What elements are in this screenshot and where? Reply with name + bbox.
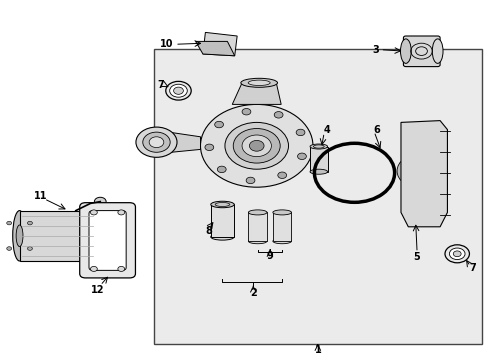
Ellipse shape bbox=[13, 211, 26, 261]
Text: 12: 12 bbox=[91, 285, 104, 295]
Circle shape bbox=[118, 210, 124, 215]
Text: 3: 3 bbox=[371, 45, 378, 55]
Bar bbox=[154, 49, 481, 344]
Circle shape bbox=[142, 132, 170, 152]
Circle shape bbox=[200, 104, 312, 187]
Text: 9: 9 bbox=[266, 251, 273, 261]
Ellipse shape bbox=[400, 39, 410, 63]
Circle shape bbox=[149, 137, 163, 148]
Polygon shape bbox=[154, 131, 200, 153]
Circle shape bbox=[233, 129, 280, 163]
Circle shape bbox=[90, 210, 97, 215]
Polygon shape bbox=[195, 41, 234, 56]
Circle shape bbox=[224, 122, 288, 169]
FancyBboxPatch shape bbox=[403, 36, 439, 67]
Ellipse shape bbox=[210, 201, 234, 208]
Text: 7: 7 bbox=[157, 80, 164, 90]
Text: 11: 11 bbox=[34, 191, 47, 201]
Circle shape bbox=[169, 84, 187, 97]
Ellipse shape bbox=[210, 234, 234, 240]
Circle shape bbox=[396, 154, 443, 188]
Circle shape bbox=[217, 166, 225, 173]
Bar bbox=[248, 212, 266, 241]
Text: 1: 1 bbox=[314, 345, 321, 355]
Circle shape bbox=[249, 140, 264, 151]
Circle shape bbox=[242, 108, 250, 115]
Text: 6: 6 bbox=[372, 125, 379, 135]
Circle shape bbox=[173, 87, 183, 94]
Circle shape bbox=[444, 245, 468, 263]
Polygon shape bbox=[232, 83, 281, 104]
Circle shape bbox=[274, 112, 283, 118]
Circle shape bbox=[136, 127, 177, 157]
Circle shape bbox=[297, 153, 306, 159]
Polygon shape bbox=[400, 121, 447, 227]
Polygon shape bbox=[203, 32, 237, 56]
Circle shape bbox=[27, 247, 32, 250]
Circle shape bbox=[27, 221, 32, 225]
Text: 4: 4 bbox=[323, 125, 330, 135]
FancyBboxPatch shape bbox=[89, 211, 126, 270]
Ellipse shape bbox=[88, 211, 102, 261]
Ellipse shape bbox=[431, 39, 442, 63]
Ellipse shape bbox=[248, 239, 266, 244]
Ellipse shape bbox=[272, 239, 291, 244]
Circle shape bbox=[7, 221, 12, 225]
Circle shape bbox=[165, 81, 191, 100]
Bar bbox=[272, 212, 291, 241]
Bar bbox=[309, 147, 327, 172]
Circle shape bbox=[452, 251, 460, 257]
Text: 8: 8 bbox=[205, 226, 212, 236]
Circle shape bbox=[90, 266, 97, 271]
Ellipse shape bbox=[240, 78, 277, 87]
Text: 5: 5 bbox=[413, 252, 420, 262]
Bar bbox=[210, 204, 234, 237]
Ellipse shape bbox=[309, 169, 327, 174]
Circle shape bbox=[404, 159, 435, 183]
Circle shape bbox=[242, 135, 271, 157]
Ellipse shape bbox=[247, 80, 269, 85]
Ellipse shape bbox=[248, 210, 266, 215]
FancyBboxPatch shape bbox=[80, 203, 135, 278]
Circle shape bbox=[118, 266, 124, 271]
Text: 7: 7 bbox=[468, 263, 475, 273]
Circle shape bbox=[214, 121, 223, 128]
Circle shape bbox=[204, 144, 213, 150]
Circle shape bbox=[245, 177, 254, 184]
Ellipse shape bbox=[272, 210, 291, 215]
Circle shape bbox=[448, 248, 464, 260]
Circle shape bbox=[296, 129, 305, 136]
Circle shape bbox=[94, 197, 106, 206]
Ellipse shape bbox=[309, 144, 327, 149]
Text: 10: 10 bbox=[160, 39, 173, 49]
Circle shape bbox=[277, 172, 286, 179]
Ellipse shape bbox=[16, 225, 23, 247]
Bar bbox=[20, 211, 95, 261]
Circle shape bbox=[7, 247, 12, 250]
Text: 2: 2 bbox=[249, 288, 256, 298]
